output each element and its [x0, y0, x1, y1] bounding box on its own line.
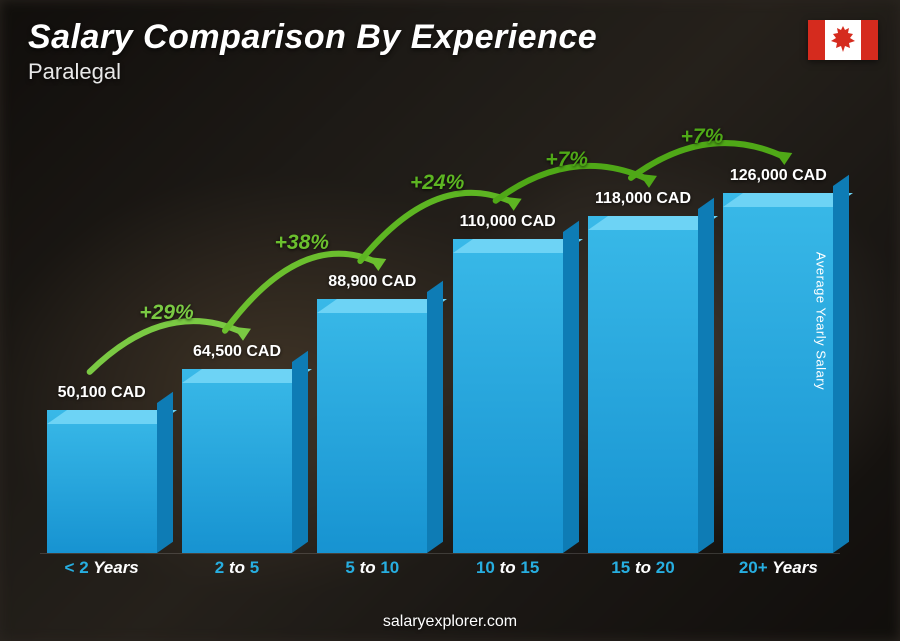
canada-flag-icon: [808, 20, 878, 60]
bar: [317, 299, 427, 553]
y-axis-label: Average Yearly Salary: [813, 251, 828, 389]
chart-title: Salary Comparison By Experience: [28, 18, 597, 57]
bar-chart: 50,100 CAD 64,500 CAD 88,900 CAD 110,000 CA…: [40, 100, 840, 581]
header: Salary Comparison By Experience Paralega…: [28, 18, 597, 85]
bar-group: 110,000 CAD: [446, 213, 569, 553]
x-category: < 2 Years: [40, 554, 163, 581]
bar-value-label: 50,100 CAD: [58, 384, 146, 402]
bars-container: 50,100 CAD 64,500 CAD 88,900 CAD 110,000 CA…: [40, 100, 840, 553]
x-category: 20+ Years: [717, 554, 840, 581]
bar: [453, 239, 563, 553]
bar: [47, 410, 157, 553]
bar-group: 88,900 CAD: [311, 273, 434, 553]
bar-group: 118,000 CAD: [581, 190, 704, 553]
bar-value-label: 126,000 CAD: [730, 167, 827, 185]
x-axis: < 2 Years 2 to 5 5 to 10 10 to 15 15 to 20 20…: [40, 553, 840, 581]
bar: [588, 216, 698, 553]
bar-group: 50,100 CAD: [40, 384, 163, 553]
x-category: 10 to 15: [446, 554, 569, 581]
bar-value-label: 118,000 CAD: [595, 190, 691, 208]
bar-group: 64,500 CAD: [175, 343, 298, 553]
footer-attribution: salaryexplorer.com: [0, 613, 900, 631]
chart-subtitle: Paralegal: [28, 59, 597, 85]
x-category: 2 to 5: [175, 554, 298, 581]
x-category: 5 to 10: [311, 554, 434, 581]
x-category: 15 to 20: [581, 554, 704, 581]
bar-value-label: 88,900 CAD: [328, 273, 416, 291]
bar: [182, 369, 292, 553]
bar-value-label: 110,000 CAD: [460, 213, 556, 231]
bar-value-label: 64,500 CAD: [193, 343, 281, 361]
